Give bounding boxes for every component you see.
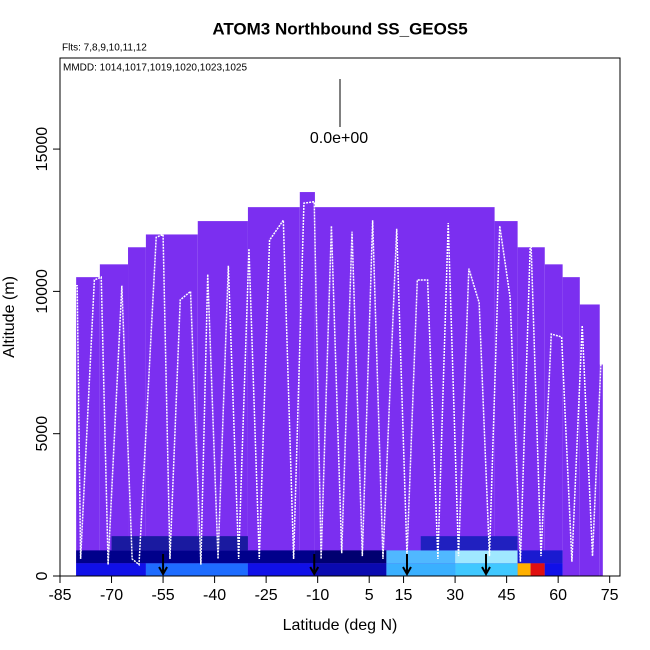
x-tick-label: 30 [446, 587, 464, 604]
x-tick-label: -25 [255, 587, 278, 604]
y-tick-label: 15000 [34, 127, 51, 172]
curtain-cell [314, 207, 495, 576]
y-tick-label: 0 [34, 571, 51, 580]
curtain-cell [111, 536, 248, 551]
curtain-cell [517, 563, 531, 576]
curtain-cell [314, 563, 387, 576]
curtain-cell [544, 563, 563, 576]
subtitle: Flts: 7,8,9,10,11,12 [62, 43, 147, 54]
annotation: MMDD: 1014,1017,1019,1020,1023,1025 [63, 63, 247, 74]
arrow [402, 554, 412, 577]
x-tick-label: -40 [203, 587, 226, 604]
x-tick-label: 60 [549, 587, 567, 604]
curtain-cell [128, 247, 146, 576]
x-tick-label: 45 [498, 587, 516, 604]
curtain-cell [562, 277, 580, 576]
arrow [481, 554, 491, 577]
curtain-cell [247, 207, 300, 576]
x-tick-label: -10 [306, 587, 329, 604]
plot-frame [59, 57, 621, 577]
colorbar-label: 0.0e+00 [310, 130, 368, 147]
x-tick-label: 5 [365, 587, 374, 604]
curtain-cell [599, 364, 603, 576]
x-axis-label: Latitude (deg N) [283, 617, 398, 634]
curtain-cell [420, 536, 518, 551]
curtain-cell [99, 264, 129, 576]
curtain-cell [299, 192, 315, 577]
curtain-cell [247, 563, 315, 576]
x-tick-label: 75 [601, 587, 619, 604]
x-tick-label: -55 [152, 587, 175, 604]
x-tick-label: 15 [395, 587, 413, 604]
plot-area [66, 192, 604, 577]
curtain-cell [76, 563, 146, 576]
x-tick-label: -70 [100, 587, 123, 604]
y-tick-label: 10000 [34, 269, 51, 314]
flight-track [66, 200, 604, 567]
curtain-cell [76, 277, 100, 576]
curtain-cell [386, 563, 456, 576]
y-axis-label: Altitude (m) [1, 276, 18, 358]
curtain-cell [494, 221, 518, 577]
curtain-cell [76, 550, 315, 564]
curtain-cell [314, 550, 387, 564]
curtain-cell [544, 264, 563, 576]
x-tick-label: -85 [48, 587, 71, 604]
arrow [158, 554, 168, 577]
arrow [309, 554, 320, 577]
chart-title: ATOM3 Northbound SS_GEOS5 [212, 19, 467, 38]
curtain-cell [517, 550, 563, 564]
curtain-cell [386, 550, 456, 564]
curtain-cell [530, 563, 545, 576]
y-tick-label: 5000 [34, 416, 51, 452]
curtain-cell [145, 563, 248, 576]
